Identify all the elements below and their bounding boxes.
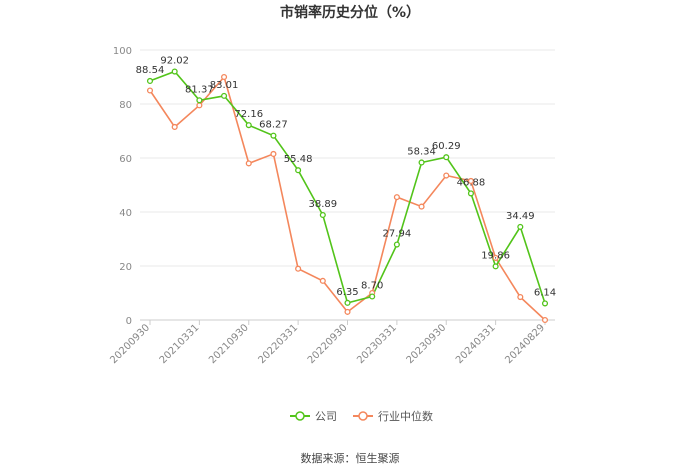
data-point [221,73,228,81]
legend-label[interactable]: 行业中位数 [378,409,433,423]
y-axis: 0 20 40 60 80 100 [113,46,132,327]
series-line [149,75,546,321]
y-tick-label: 80 [119,100,132,111]
x-tick-label: 20240829 [503,322,547,366]
data-label: 6.35 [336,287,358,298]
data-label: 68.27 [259,120,288,131]
data-point [467,190,474,197]
data-point [517,293,524,301]
chart-title: 市销率历史分位（%） [280,4,420,21]
x-axis: 20200930 20210331 20210930 20220331 20220930… [108,320,547,366]
data-label: 8.70 [361,281,383,292]
data-point [492,254,499,261]
series-lines [149,70,546,321]
data-point [344,299,351,306]
data-point [171,68,178,75]
data-label: 60.29 [432,141,461,152]
data-label: 27.94 [383,229,412,240]
y-tick-label: 0 [126,316,132,327]
x-tick-label: 20200930 [108,322,152,366]
data-point [221,92,228,99]
x-tick-label: 20220930 [306,322,350,366]
data-label: 38.89 [308,199,337,210]
legend-marker [295,411,305,421]
x-tick-label: 20240331 [454,322,498,366]
legend-marker [358,411,368,421]
data-point [418,159,425,166]
data-point [295,167,302,174]
data-label: 6.14 [534,287,556,298]
data-point [196,97,203,104]
data-label: 81.37 [185,84,214,95]
data-point [467,177,474,185]
data-point [443,172,450,179]
data-point [541,316,549,324]
grid [140,49,555,321]
data-point [196,102,203,109]
x-tick-label: 20220331 [256,322,300,366]
y-tick-label: 100 [113,46,132,57]
data-point [146,77,154,84]
data-label: 34.49 [506,211,535,222]
source-note: 数据来源：恒生聚源 [301,451,400,465]
y-tick-label: 40 [119,208,132,219]
data-point [295,265,302,272]
data-label: 19.86 [481,250,510,261]
data-point [443,154,450,161]
data-point [319,277,326,284]
data-point [270,150,277,158]
legend[interactable]: 公司 行业中位数 [290,409,433,423]
data-point [541,300,549,307]
data-point [517,223,524,230]
data-label: 58.34 [407,146,436,157]
data-label: 83.01 [210,80,239,91]
data-point [492,263,499,270]
legend-label[interactable]: 公司 [315,410,337,423]
y-tick-label: 20 [119,262,132,273]
data-point [245,160,252,167]
data-point [344,308,351,315]
data-label: 55.48 [284,154,313,165]
data-label: 72.16 [234,109,263,120]
x-tick-label: 20210930 [207,322,251,366]
data-point [245,122,252,129]
data-point [270,132,277,139]
y-tick-label: 60 [119,154,132,165]
x-tick-label: 20210331 [158,322,202,366]
data-point [319,211,326,219]
series-line [149,70,546,304]
data-point [171,123,178,130]
data-point [369,293,376,300]
data-point [146,87,154,94]
data-label: 88.54 [136,65,165,76]
data-label: 92.02 [160,56,189,67]
x-tick-label: 20230930 [405,322,449,366]
data-point [418,203,425,210]
data-point [393,241,400,248]
data-point [393,194,400,201]
data-label: 46.88 [457,177,486,188]
x-tick-label: 20230331 [355,322,399,366]
series-points [146,68,549,324]
